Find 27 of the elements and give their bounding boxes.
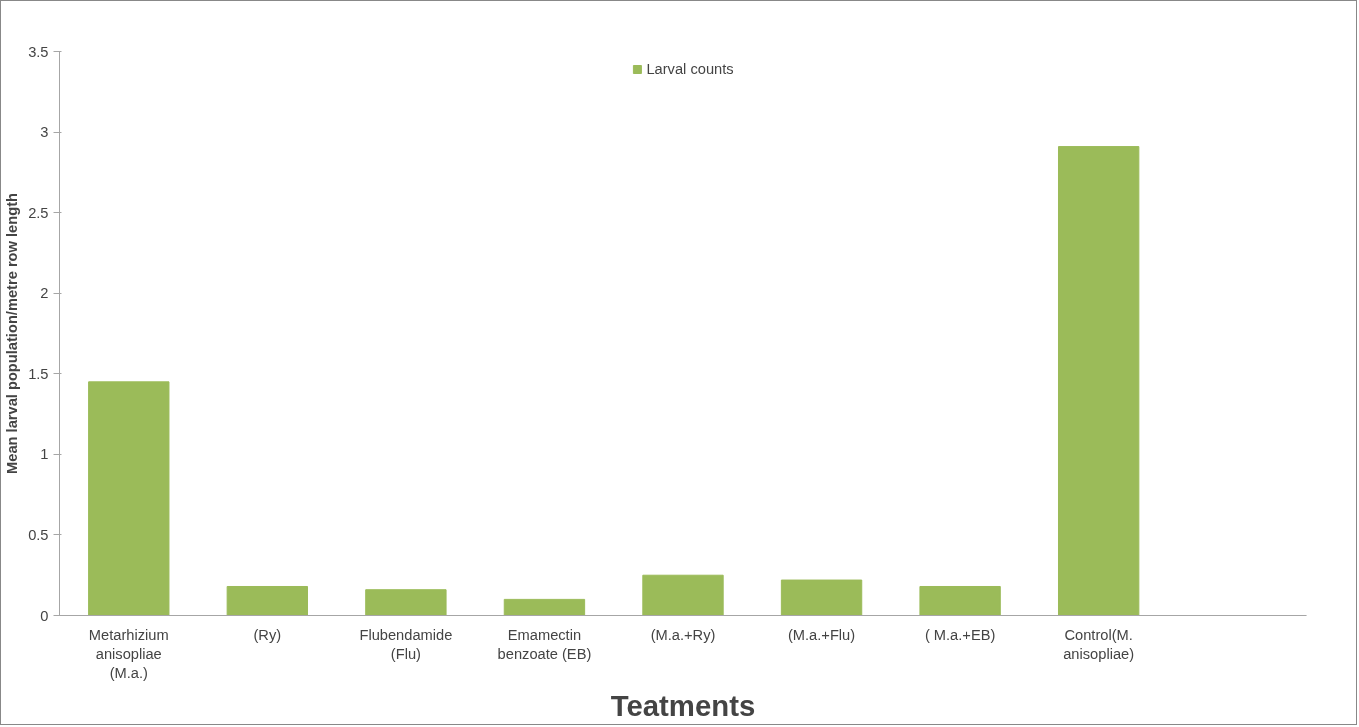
y-tick-label: 2 (40, 285, 49, 302)
bar (503, 598, 586, 616)
bar (1057, 146, 1140, 616)
bar (226, 585, 309, 616)
x-axis-title: Teatments (610, 688, 756, 722)
y-tick-label: 3.5 (28, 43, 49, 60)
bar (919, 585, 1001, 616)
x-tick-label: (Ry) (253, 626, 282, 643)
y-tick-label: 1 (40, 446, 49, 463)
legend-label: Larval counts (646, 61, 734, 77)
bar (88, 381, 170, 616)
y-tick-label: 0.5 (28, 526, 49, 543)
y-tick-label: 3 (40, 124, 49, 141)
x-tick-label: Metarhizium anisopliae (M.a.) (88, 626, 169, 681)
x-tick-label: ( M.a.+EB) (924, 626, 996, 643)
bar (365, 589, 447, 616)
x-tick-label: Control(M. anisopliae) (1063, 626, 1135, 662)
x-tick-label: (M.a.+Ry) (650, 626, 716, 643)
x-tick-label: Flubendamide (Flu) (359, 626, 453, 662)
bar (780, 579, 863, 616)
y-tick-label: 1.5 (28, 365, 49, 382)
y-axis-title: Mean larval population/metre row length (4, 192, 21, 474)
x-tick-label: Emamectin benzoate (EB) (497, 626, 592, 662)
x-tick-label: (M.a.+Flu) (787, 626, 856, 643)
y-tick-label: 2.5 (28, 204, 49, 221)
y-tick-label: 0 (40, 607, 49, 624)
bar (642, 574, 724, 616)
